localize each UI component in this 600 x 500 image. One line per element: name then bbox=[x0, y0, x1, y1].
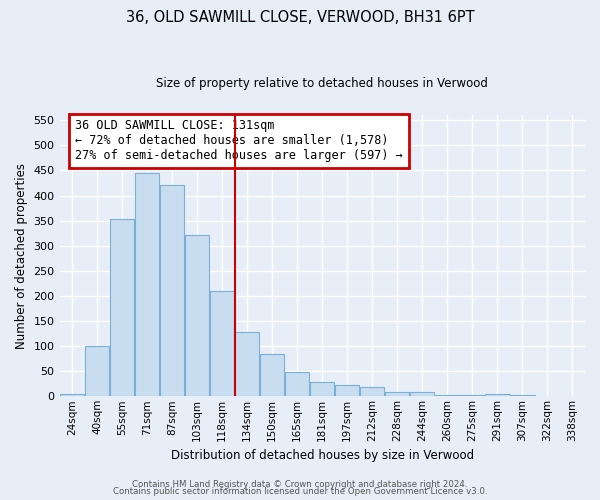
Bar bbox=[410, 392, 434, 396]
Bar bbox=[235, 332, 259, 396]
Text: 36 OLD SAWMILL CLOSE: 131sqm
← 72% of detached houses are smaller (1,578)
27% of: 36 OLD SAWMILL CLOSE: 131sqm ← 72% of de… bbox=[76, 120, 403, 162]
Bar bbox=[285, 372, 310, 396]
Text: 36, OLD SAWMILL CLOSE, VERWOOD, BH31 6PT: 36, OLD SAWMILL CLOSE, VERWOOD, BH31 6PT bbox=[125, 10, 475, 25]
Bar bbox=[335, 384, 359, 396]
Bar bbox=[185, 234, 209, 396]
Y-axis label: Number of detached properties: Number of detached properties bbox=[15, 163, 28, 349]
Bar bbox=[360, 386, 385, 396]
Bar bbox=[310, 382, 334, 396]
Bar bbox=[485, 394, 509, 396]
X-axis label: Distribution of detached houses by size in Verwood: Distribution of detached houses by size … bbox=[171, 450, 474, 462]
Bar bbox=[110, 218, 134, 396]
Title: Size of property relative to detached houses in Verwood: Size of property relative to detached ho… bbox=[157, 78, 488, 90]
Bar bbox=[160, 184, 184, 396]
Text: Contains HM Land Registry data © Crown copyright and database right 2024.: Contains HM Land Registry data © Crown c… bbox=[132, 480, 468, 489]
Bar bbox=[85, 346, 109, 397]
Bar bbox=[60, 394, 84, 396]
Bar bbox=[210, 291, 235, 397]
Bar bbox=[385, 392, 409, 396]
Text: Contains public sector information licensed under the Open Government Licence v3: Contains public sector information licen… bbox=[113, 487, 487, 496]
Bar bbox=[135, 174, 159, 396]
Bar bbox=[260, 354, 284, 397]
